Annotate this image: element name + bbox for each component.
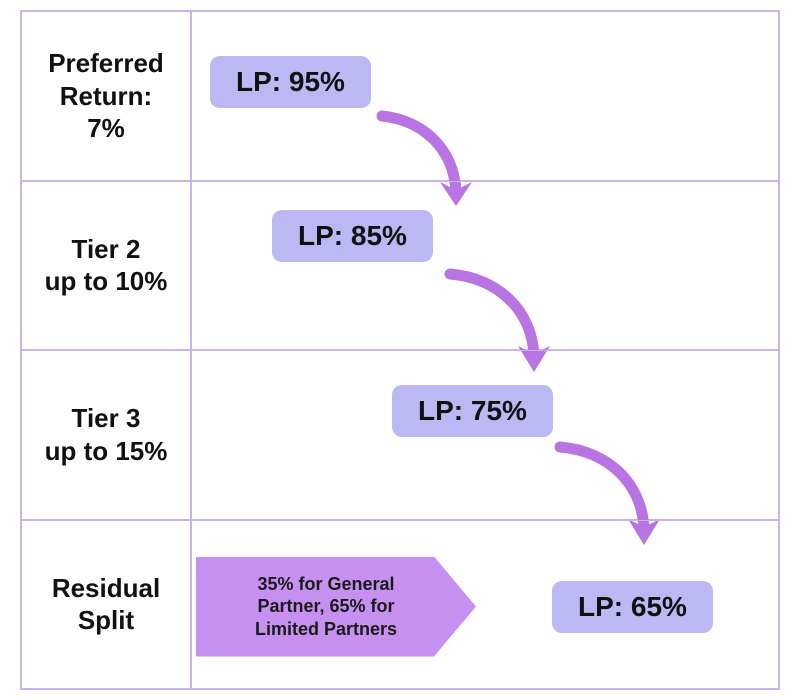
pentagon-line3: Limited Partners	[255, 618, 397, 641]
row2-label-l1: Tier 2	[72, 233, 141, 266]
row1-label-l3: 7%	[87, 112, 125, 145]
row1-pill: LP: 95%	[210, 56, 371, 108]
row2-label-l2: up to 10%	[45, 265, 168, 298]
row4-content-cell: 35% for General Partner, 65% for Limited…	[191, 520, 779, 690]
row3-label-cell: Tier 3 up to 15%	[21, 350, 191, 520]
row1-content-cell: LP: 95%	[191, 11, 779, 181]
row1-label-cell: Preferred Return: 7%	[21, 11, 191, 181]
pentagon-line1: 35% for General	[255, 573, 397, 596]
waterfall-table: Preferred Return: 7% LP: 95% Tier 2 up t…	[20, 10, 780, 690]
row1-label-l2: Return:	[60, 80, 152, 113]
row3-pill: LP: 75%	[392, 385, 553, 437]
row1-label-l1: Preferred	[48, 47, 164, 80]
row3-label-l1: Tier 3	[72, 402, 141, 435]
row3-label-l2: up to 15%	[45, 435, 168, 468]
row4-label-l2: Split	[78, 604, 134, 637]
row4-label-l1: Residual	[52, 572, 160, 605]
row2-content-cell: LP: 85%	[191, 181, 779, 351]
row4-label-cell: Residual Split	[21, 520, 191, 690]
row4-pill: LP: 65%	[552, 581, 713, 633]
row2-pill: LP: 85%	[272, 210, 433, 262]
pentagon-line2: Partner, 65% for	[255, 595, 397, 618]
row2-label-cell: Tier 2 up to 10%	[21, 181, 191, 351]
residual-pentagon: 35% for General Partner, 65% for Limited…	[196, 557, 476, 657]
row3-content-cell: LP: 75%	[191, 350, 779, 520]
